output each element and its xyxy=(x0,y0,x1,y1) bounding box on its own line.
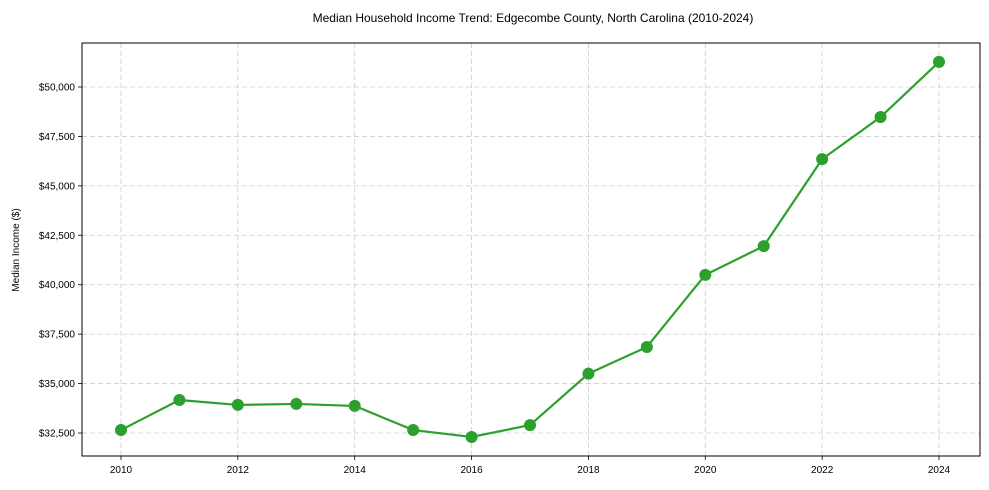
x-tick-label: 2020 xyxy=(694,465,717,476)
data-point xyxy=(582,367,595,380)
data-point xyxy=(348,399,361,412)
y-tick-label: $37,500 xyxy=(39,330,76,341)
y-tick-label: $42,500 xyxy=(39,231,76,242)
y-axis-label: Median Income ($) xyxy=(11,208,22,291)
y-tick-label: $47,500 xyxy=(39,132,76,143)
y-tick-label: $45,000 xyxy=(39,181,76,192)
data-point xyxy=(699,268,712,281)
data-point xyxy=(231,398,244,411)
data-point-markers xyxy=(115,55,945,443)
data-point xyxy=(407,424,420,437)
y-tick-label: $40,000 xyxy=(39,280,76,291)
x-tick-label: 2010 xyxy=(110,465,133,476)
chart-title: Median Household Income Trend: Edgecombe… xyxy=(313,11,754,25)
grid-lines xyxy=(82,43,980,456)
x-tick-label: 2018 xyxy=(577,465,600,476)
data-point xyxy=(640,340,653,353)
data-point xyxy=(933,55,945,68)
x-tick-label: 2024 xyxy=(928,465,951,476)
data-point xyxy=(524,419,536,432)
y-tick-label: $32,500 xyxy=(39,429,76,440)
x-tick-label: 2014 xyxy=(344,465,367,476)
x-tick-label: 2012 xyxy=(227,465,250,476)
data-series-line xyxy=(120,61,940,439)
data-point xyxy=(874,111,887,124)
data-point xyxy=(816,153,829,166)
data-point xyxy=(757,240,770,253)
y-axis-ticks: $32,500 $35,000 $37,500 $40,000 $42,500 $45,0… xyxy=(39,83,82,440)
data-point xyxy=(290,397,303,410)
y-tick-label: $35,000 xyxy=(39,379,76,390)
y-tick-label: $50,000 xyxy=(39,83,76,94)
x-tick-label: 2016 xyxy=(460,465,483,476)
x-tick-label: 2022 xyxy=(811,465,834,476)
x-axis-ticks: 2010 2012 2014 2016 2018 2020 2022 2024 xyxy=(110,456,951,476)
data-point xyxy=(465,430,478,443)
data-point xyxy=(173,393,186,406)
data-point xyxy=(115,424,127,437)
plot-frame xyxy=(81,42,981,457)
